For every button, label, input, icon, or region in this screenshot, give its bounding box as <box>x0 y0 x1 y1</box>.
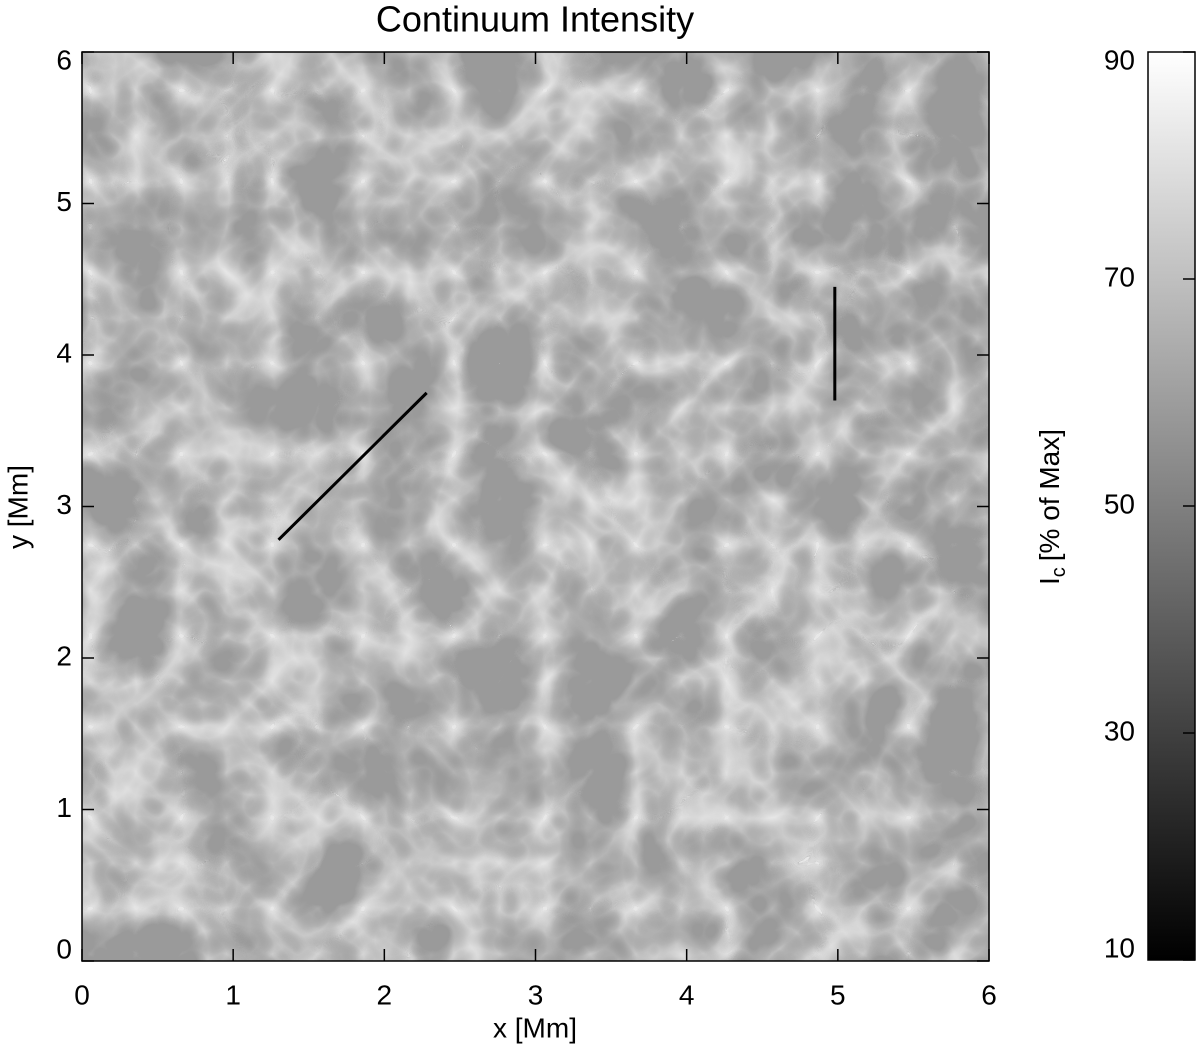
y-tick-label: 1 <box>56 792 72 823</box>
x-tick-label: 5 <box>830 979 846 1010</box>
profile-line <box>277 391 428 541</box>
x-tick-label: 1 <box>225 979 241 1010</box>
colorbar-label: Ic [% of Max] <box>1034 429 1070 585</box>
colorbar-label-sub: c <box>1048 567 1070 577</box>
colorbar-tick-label: 30 <box>1104 715 1135 746</box>
colorbar-label-rest: [% of Max] <box>1034 429 1065 561</box>
colorbar-label-main: I <box>1034 577 1065 585</box>
colorbar-tick-label: 70 <box>1104 261 1135 292</box>
y-tick-label: 0 <box>56 933 72 964</box>
y-tick-label: 2 <box>56 640 72 671</box>
x-tick-label: 0 <box>74 979 90 1010</box>
colorbar-tick-label: 90 <box>1104 44 1135 75</box>
intensity-image <box>82 52 989 961</box>
y-tick-label: 5 <box>56 186 72 217</box>
y-tick-label: 3 <box>56 489 72 520</box>
y-axis-label: y [Mm] <box>2 465 33 549</box>
x-tick-label: 3 <box>528 979 544 1010</box>
y-tick-label: 4 <box>56 337 72 368</box>
x-tick-label: 4 <box>679 979 695 1010</box>
x-tick-label: 2 <box>377 979 393 1010</box>
x-axis-label: x [Mm] <box>493 1012 577 1043</box>
chart-title: Continuum Intensity <box>376 0 694 40</box>
colorbar-tick-label: 50 <box>1104 488 1135 519</box>
colorbar-tick-label: 10 <box>1104 932 1135 963</box>
y-tick-label: 6 <box>56 44 72 75</box>
x-tick-label: 6 <box>981 979 997 1010</box>
